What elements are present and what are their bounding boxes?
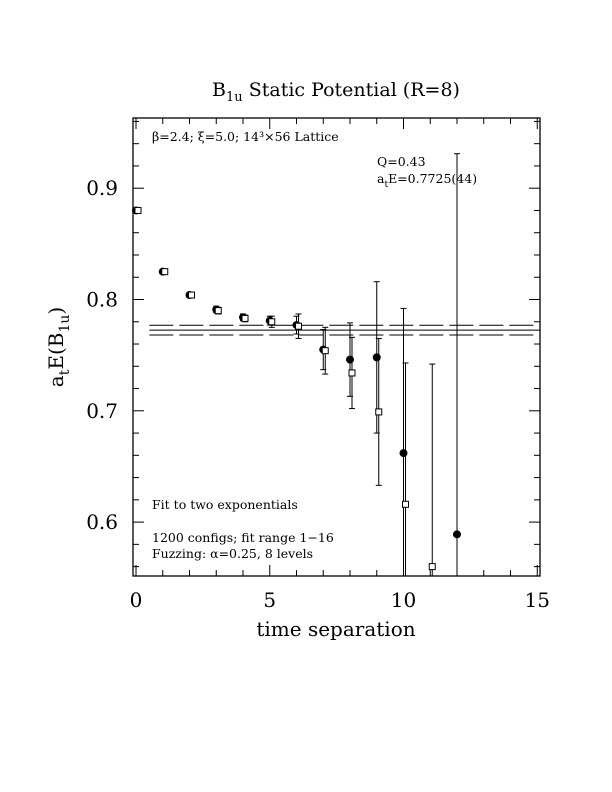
chart-title-main: B bbox=[212, 79, 226, 101]
y-tick-labels: 0.6 0.7 0.8 0.9 bbox=[86, 176, 118, 534]
data-points bbox=[132, 153, 461, 576]
lattice-annotation: β=2.4; ξ=5.0; 14³×56 Lattice bbox=[152, 129, 339, 144]
data-point-circle bbox=[399, 449, 408, 458]
data-point-circle bbox=[372, 353, 381, 362]
note-configs: 1200 configs; fit range 1−16 bbox=[152, 530, 334, 545]
chart-title-rest: Static Potential (R=8) bbox=[243, 79, 460, 101]
y-tick-label: 0.6 bbox=[86, 510, 118, 534]
data-point-square bbox=[348, 369, 356, 377]
data-point-square bbox=[295, 322, 302, 330]
note-fit-type: Fit to two exponentials bbox=[152, 497, 298, 512]
y-axis-label-end: ) bbox=[44, 307, 68, 315]
data-point-square bbox=[214, 307, 222, 315]
y-axis-label: atE(B1u) bbox=[44, 307, 73, 387]
data-point-square bbox=[134, 206, 142, 214]
x-tick-labels: 0 5 10 15 bbox=[130, 588, 550, 612]
chart-title-sub: 1u bbox=[226, 90, 243, 105]
fit-energy-sub: t bbox=[384, 180, 388, 190]
y-axis-label-sub1: t bbox=[57, 369, 73, 375]
data-point-circle bbox=[346, 355, 354, 364]
y-tick-label: 0.9 bbox=[86, 176, 118, 200]
data-point-square bbox=[375, 408, 383, 416]
data-point-square bbox=[241, 314, 249, 322]
y-tick-label: 0.7 bbox=[86, 399, 118, 423]
fit-energy-a: a bbox=[377, 171, 385, 186]
data-point-square bbox=[428, 563, 436, 571]
plot-frame bbox=[132, 117, 541, 577]
x-tick-label: 0 bbox=[130, 588, 143, 612]
x-tick-label: 15 bbox=[525, 588, 550, 612]
x-axis-label: time separation bbox=[256, 617, 415, 641]
fit-energy-rest: E=0.7725(44) bbox=[388, 171, 477, 186]
x-tick-label: 5 bbox=[263, 588, 276, 612]
y-axis-label-sub2: 1u bbox=[57, 315, 73, 333]
fit-q-annotation: Q=0.43 bbox=[377, 154, 426, 169]
data-point-square bbox=[268, 318, 276, 326]
data-point-square bbox=[321, 347, 329, 355]
axis-ticks bbox=[133, 118, 540, 576]
data-point-circle bbox=[453, 530, 461, 539]
data-point-square bbox=[402, 500, 409, 508]
y-axis-label-main: a bbox=[44, 375, 68, 387]
y-axis-label-mid: E(B bbox=[44, 333, 68, 370]
data-point-square bbox=[188, 291, 195, 299]
fit-band bbox=[149, 324, 540, 336]
x-tick-label: 10 bbox=[391, 588, 416, 612]
data-point-square bbox=[161, 268, 169, 276]
chart-title: B1u Static Potential (R=8) bbox=[212, 79, 460, 105]
y-tick-label: 0.8 bbox=[86, 288, 118, 312]
fit-energy-annotation: atE=0.7725(44) bbox=[377, 171, 477, 190]
note-fuzzing: Fuzzing: α=0.25, 8 levels bbox=[152, 546, 313, 561]
